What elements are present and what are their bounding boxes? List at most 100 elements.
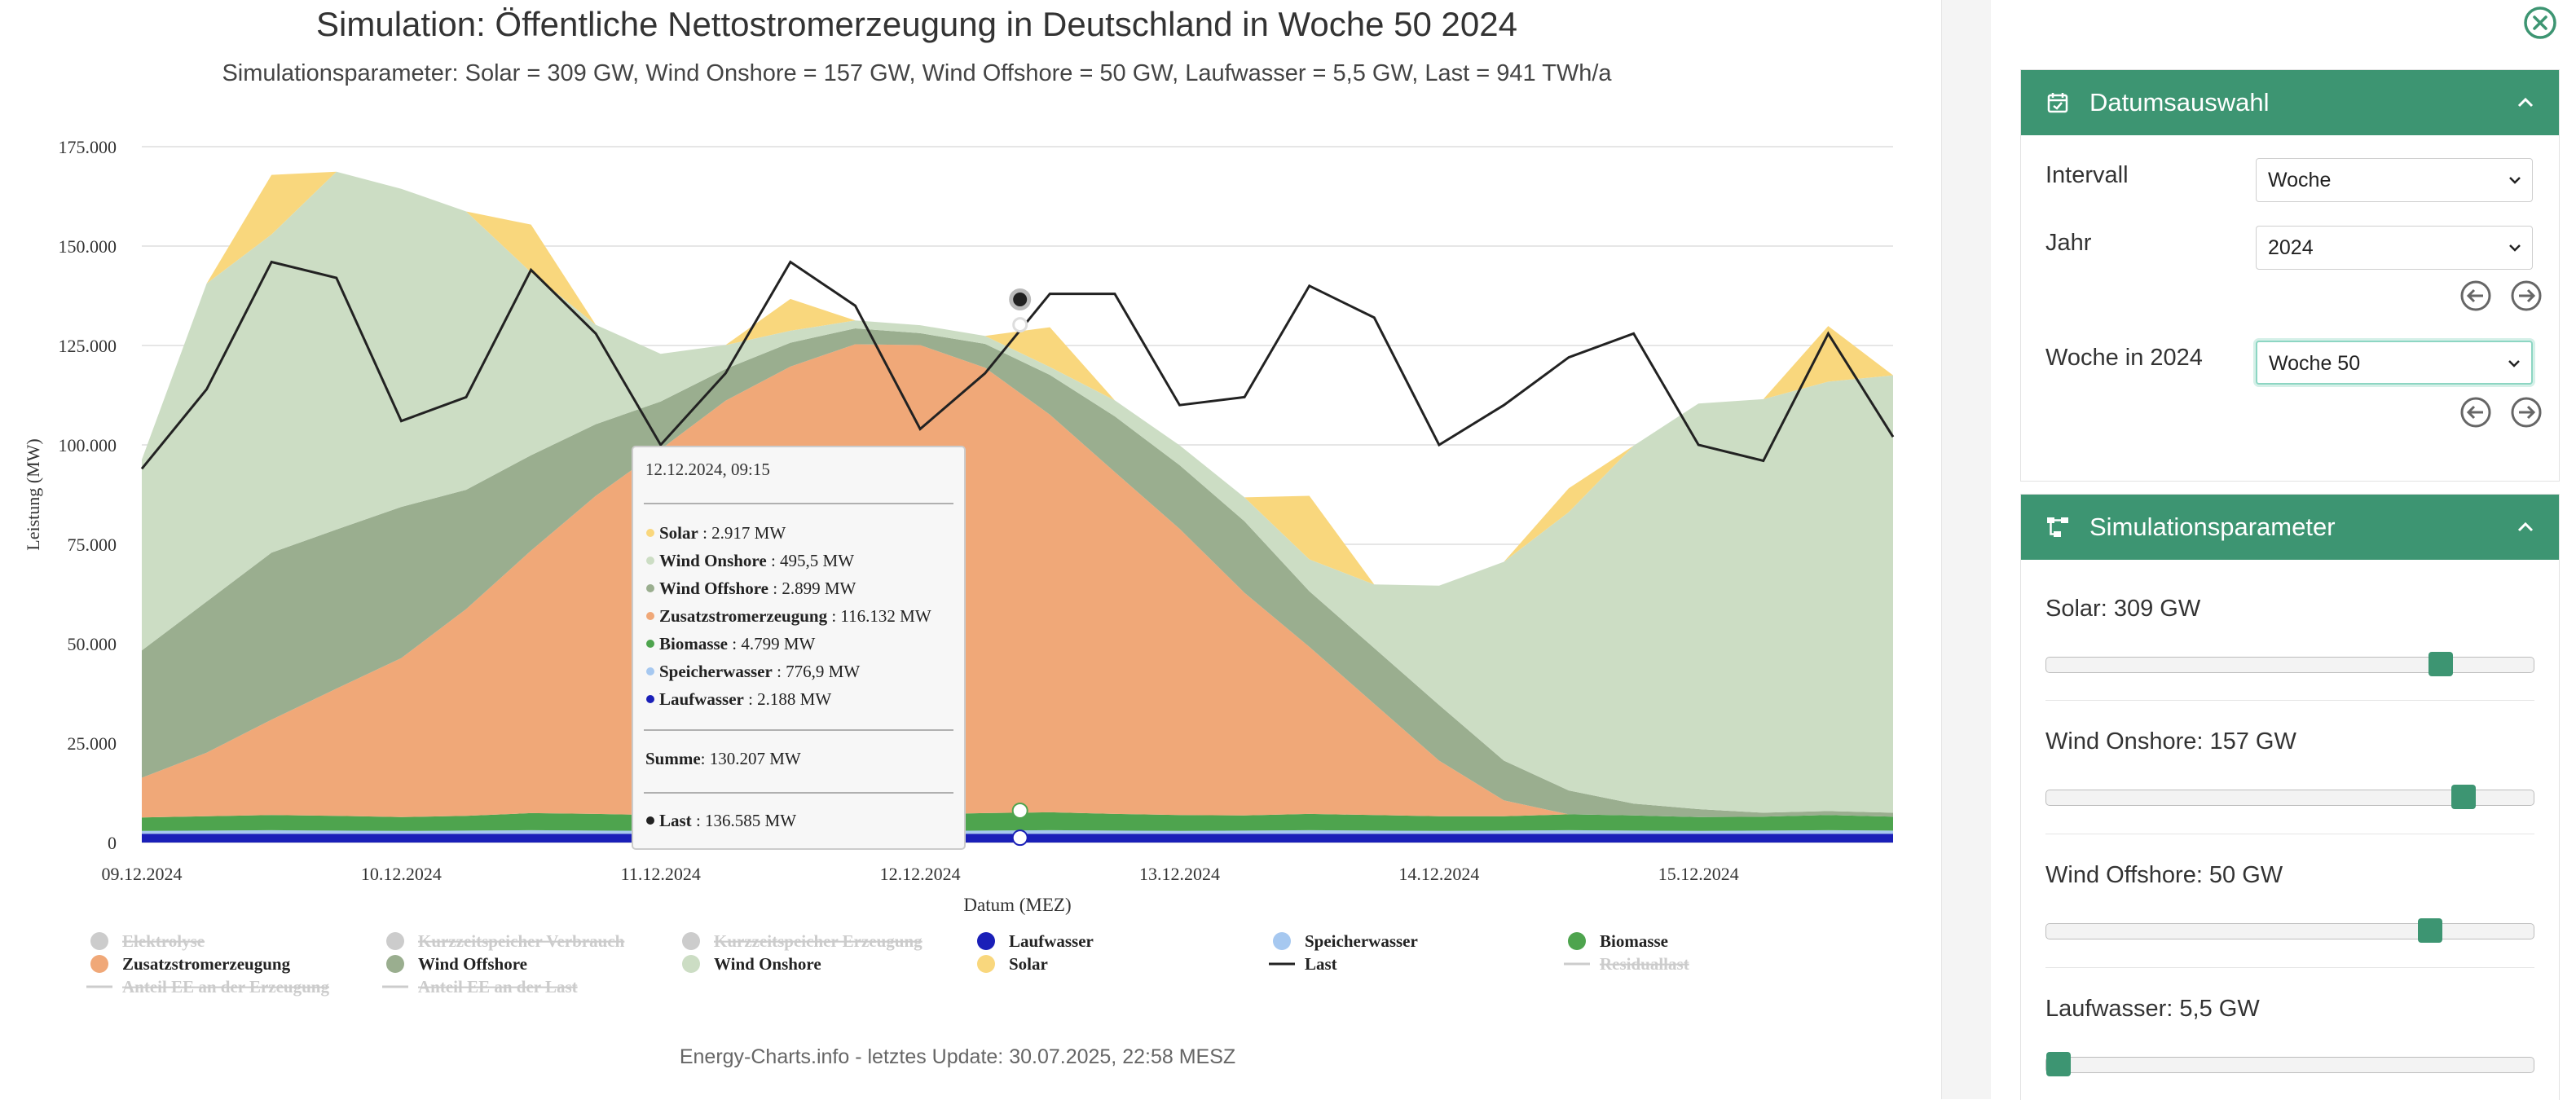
tooltip-dot (646, 557, 654, 565)
tooltip-row: Wind Onshore : 495,5 MW (659, 551, 854, 570)
solar-slider[interactable] (2045, 652, 2534, 676)
flow-icon (2047, 517, 2068, 537)
line-last (140, 260, 1895, 470)
legend-marker (682, 932, 700, 950)
panel-gutter (1941, 0, 1992, 1099)
laufwasser-slider[interactable] (2045, 1052, 2534, 1076)
area-wind-onshore (142, 171, 1893, 813)
legend-item[interactable]: Last (1305, 954, 1337, 974)
date-panel: Datumsauswahl Intervall Woche Jahr 2024 … (2020, 69, 2560, 482)
legend-item[interactable]: Kurzzeitspeicher Erzeugung (714, 931, 923, 951)
interval-select[interactable]: Woche (2256, 158, 2533, 202)
area-biomasse (142, 812, 1893, 831)
legend-marker (386, 932, 404, 950)
simulation-panel: Simulationsparameter Solar: 309 GW Wind … (2020, 494, 2560, 1100)
chevron-up-icon[interactable] (2515, 92, 2536, 113)
tooltip-dot (646, 640, 654, 648)
week-select[interactable]: Woche 50 (2256, 341, 2533, 385)
footer-update-text: Energy-Charts.info - letztes Update: 30.… (679, 1045, 1236, 1068)
tooltip-sum: Summe: 130.207 MW (645, 749, 801, 768)
year-prev-arrow-icon[interactable] (2459, 279, 2492, 312)
laufwasser-slider-label: Laufwasser: 5,5 GW (2045, 996, 2260, 1022)
hover-marker-biomasse (1011, 802, 1028, 819)
sidebar: Datumsauswahl Intervall Woche Jahr 2024 … (1991, 0, 2576, 1100)
tooltip-row: Speicherwasser : 776,9 MW (659, 662, 860, 681)
chart-subtitle: Simulationsparameter: Solar = 309 GW, Wi… (222, 60, 1612, 86)
tooltip-dot (646, 612, 654, 620)
date-panel-header[interactable]: Datumsauswahl (2021, 70, 2559, 135)
legend-item[interactable]: Biomasse (1600, 931, 1668, 951)
tooltip-box (632, 446, 966, 850)
calendar-check-icon (2047, 93, 2068, 113)
wind-offshore-slider[interactable] (2045, 918, 2534, 943)
year-label: Jahr (2045, 230, 2092, 256)
close-icon[interactable] (2522, 5, 2558, 41)
chevron-up-icon[interactable] (2515, 517, 2536, 538)
wind-onshore-slider-label: Wind Onshore: 157 GW (2045, 728, 2296, 755)
solar-slider-thumb[interactable] (2428, 652, 2454, 676)
tooltip-dot (646, 584, 654, 592)
interval-select-value: Woche (2268, 169, 2332, 191)
legend-item[interactable]: Wind Onshore (714, 954, 821, 974)
area-wind-offshore (142, 328, 1893, 817)
y-tick-label: 150.000 (59, 236, 117, 257)
legend-item[interactable]: Speicherwasser (1305, 931, 1418, 951)
x-tick-label: 13.12.2024 (1139, 864, 1220, 884)
y-tick-label: 175.000 (59, 137, 117, 157)
tooltip-header: 12.12.2024, 09:15 (645, 460, 770, 479)
wind-offshore-slider-thumb[interactable] (2418, 918, 2443, 943)
legend-item[interactable]: Kurzzeitspeicher Verbrauch (418, 931, 625, 951)
simulation-panel-title: Simulationsparameter (2089, 513, 2336, 541)
date-panel-title: Datumsauswahl (2089, 88, 2270, 117)
legend-item[interactable]: Anteil EE an der Last (418, 977, 578, 997)
legend-item[interactable]: Zusatzstromerzeugung (122, 954, 291, 974)
x-tick-label: 09.12.2024 (102, 864, 183, 884)
legend-marker (90, 932, 108, 950)
y-tick-label: 25.000 (68, 733, 117, 754)
tooltip-dot (646, 667, 654, 675)
wind-onshore-slider-thumb[interactable] (2451, 785, 2477, 809)
tooltip-dot (646, 816, 654, 825)
laufwasser-slider-thumb[interactable] (2045, 1052, 2071, 1076)
tooltip-row: Zusatzstromerzeugung : 116.132 MW (659, 606, 931, 626)
year-select-value: 2024 (2268, 236, 2314, 259)
legend-item[interactable]: Elektrolyse (122, 931, 205, 951)
legend-marker (1273, 932, 1291, 950)
tooltip-dot (646, 695, 654, 703)
tooltip-row: Laufwasser : 2.188 MW (659, 689, 831, 709)
year-next-arrow-icon[interactable] (2510, 279, 2543, 312)
year-select[interactable]: 2024 (2256, 226, 2533, 270)
y-tick-label: 50.000 (68, 634, 117, 654)
hover-marker-laufwasser (1011, 829, 1028, 847)
wind-offshore-slider-label: Wind Offshore: 50 GW (2045, 862, 2283, 888)
legend-item[interactable]: Anteil EE an der Erzeugung (122, 977, 329, 997)
divider (2045, 700, 2534, 701)
x-tick-label: 11.12.2024 (621, 864, 701, 884)
divider (2045, 967, 2534, 968)
week-prev-arrow-icon[interactable] (2459, 396, 2492, 429)
y-tick-label: 125.000 (59, 336, 117, 356)
tooltip-dot (646, 529, 654, 537)
week-label: Woche in 2024 (2045, 345, 2203, 371)
chart-title: Simulation: Öffentliche Nettostromerzeug… (316, 5, 1517, 43)
chevron-down-icon (2508, 360, 2520, 367)
y-tick-label: 100.000 (59, 435, 117, 455)
week-next-arrow-icon[interactable] (2510, 396, 2543, 429)
legend-item[interactable]: Solar (1009, 954, 1048, 974)
simulation-panel-header[interactable]: Simulationsparameter (2021, 495, 2559, 560)
chevron-down-icon (2509, 177, 2521, 184)
legend-marker (386, 955, 404, 973)
chart-svg: 0 25.000 50.000 75.000 100.000 125.000 150.000… (23, 137, 1895, 997)
hover-marker-last (1009, 288, 1032, 310)
solar-slider-label: Solar: 309 GW (2045, 596, 2201, 622)
wind-onshore-slider[interactable] (2045, 785, 2534, 809)
area-zusatzstromerzeugung (142, 344, 1893, 818)
legend-item[interactable]: Residuallast (1600, 954, 1689, 974)
legend-item[interactable]: Wind Offshore (418, 954, 527, 974)
x-tick-label: 10.12.2024 (361, 864, 442, 884)
legend-item[interactable]: Laufwasser (1009, 931, 1094, 951)
hover-marker-sum (1012, 317, 1028, 333)
legend-marker (90, 955, 108, 973)
y-axis-label: Leistung (MW) (23, 438, 43, 550)
legend-marker (977, 932, 995, 950)
